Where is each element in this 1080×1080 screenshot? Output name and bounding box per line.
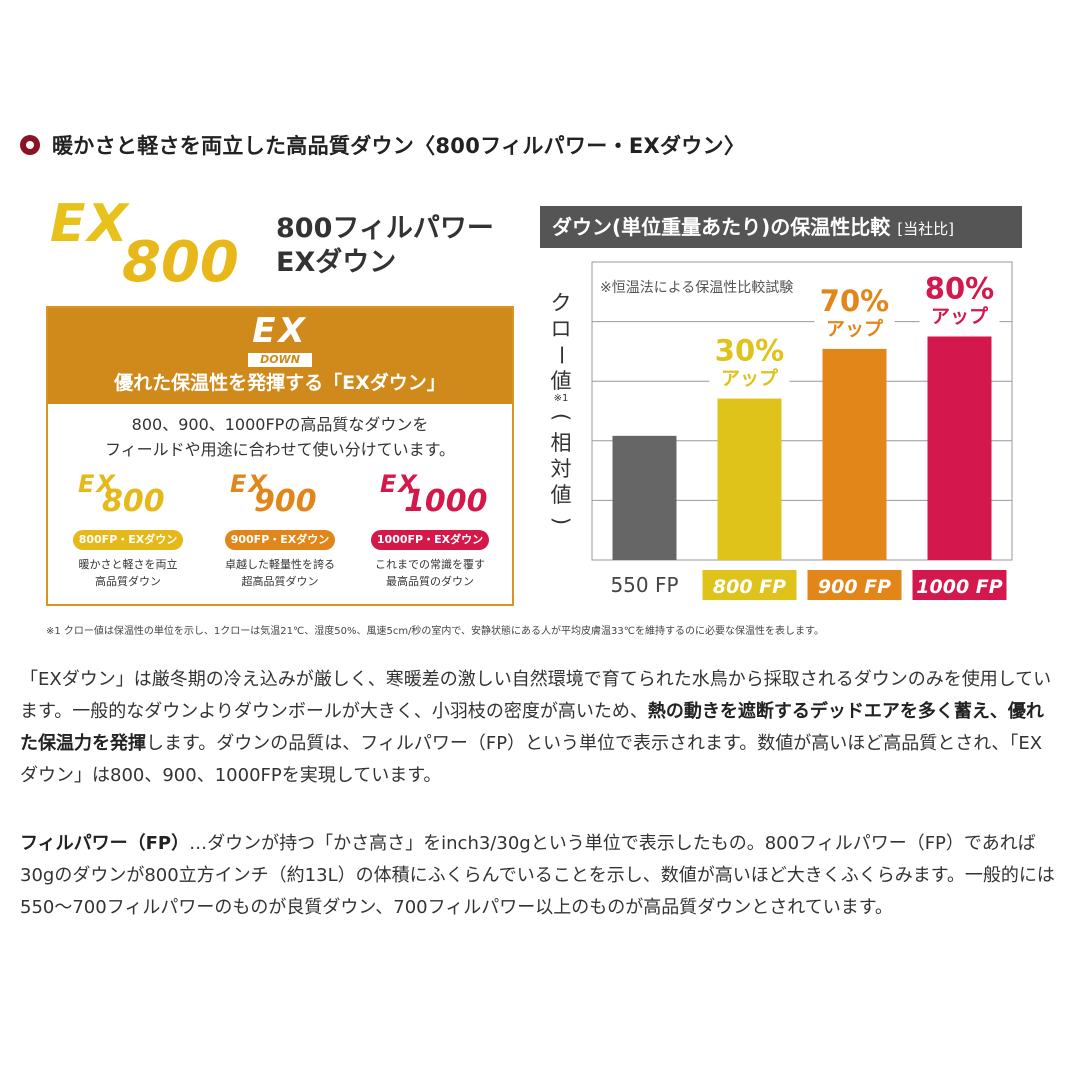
- variant-desc-line1: 卓越した軽量性を誇る: [225, 558, 335, 571]
- para1-text-a: 「EXダウン」は厳冬期の冷え込みが厳しく、寒暖差の激しい自然環境で育てられた水鳥…: [20, 669, 1052, 722]
- infobox-desc-line1: 800、900、1000FPの高品質なダウンを: [131, 415, 429, 434]
- variant-description: 暖かさと軽さを両立 高品質ダウン: [58, 556, 198, 590]
- variant-pill: 900FP・EXダウン: [224, 530, 336, 550]
- ex800-logo: EX 800: [50, 194, 260, 295]
- annotation-bg: [814, 280, 895, 343]
- variant-pill: 800FP・EXダウン: [72, 530, 184, 550]
- variant-logo: EX 900: [210, 470, 350, 520]
- section-title: 暖かさと軽さを両立した高品質ダウン〈800フィルパワー・EXダウン〉: [52, 134, 746, 158]
- variant-desc-line1: 暖かさと軽さを両立: [78, 558, 178, 571]
- variant-logo-ex: EX: [78, 470, 117, 498]
- chart-note: ※恒温法による保温性比較試験: [600, 280, 793, 296]
- chart-subtitle: [当社比]: [897, 220, 954, 238]
- category-label-bg: [702, 570, 797, 600]
- annotation-bg: [709, 330, 790, 393]
- para1-text-b: します。ダウンの品質は、フィルパワー（FP）という単位で表示されます。数値が高い…: [20, 733, 1043, 786]
- infobox-description: 800、900、1000FPの高品質なダウンを フィールドや用途に合わせて使い分…: [48, 412, 512, 462]
- annotation-bg: [919, 268, 1000, 331]
- category-label: 550 FP: [610, 573, 678, 597]
- variant-desc-line2: 超高品質ダウン: [241, 575, 319, 588]
- ex-down-infobox: EX DOWN 優れた保温性を発揮する「EXダウン」 800、900、1000F…: [46, 306, 514, 606]
- chart-title: ダウン(単位重量あたり)の保温性比較: [552, 215, 891, 239]
- category-label: 800 FP: [713, 576, 786, 598]
- variant-pill: 1000FP・EXダウン: [370, 530, 490, 550]
- logo-ex-text: EX: [50, 194, 130, 254]
- ex-down-logo: EX DOWN: [235, 311, 325, 367]
- product-title-line2: EXダウン: [276, 247, 397, 278]
- variant-desc-line2: 最高品質のダウン: [386, 575, 474, 588]
- ex-down-paragraph: 「EXダウン」は厳冬期の冷え込みが厳しく、寒暖差の激しい自然環境で育てられた水鳥…: [20, 664, 1060, 792]
- annotation-up: アップ: [721, 367, 779, 390]
- y-axis-label: クロー値 ※1 (相対値): [547, 290, 575, 534]
- annotation-up: アップ: [931, 305, 989, 328]
- infobox-desc-line2: フィールドや用途に合わせて使い分けています。: [104, 440, 456, 459]
- y-axis-label-relative: (相対値): [549, 412, 573, 526]
- variant-ex800: EX 800 800FP・EXダウン 暖かさと軽さを両立 高品質ダウン: [58, 470, 198, 590]
- variant-logo-num: 1000: [404, 484, 488, 519]
- variant-logo-ex: EX: [380, 470, 419, 498]
- footnote: ※1 クロー値は保温性の単位を示し、1クローは気温21℃、湿度50%、風速5cm…: [46, 626, 824, 637]
- bar-800fp: [717, 398, 782, 560]
- bar-1000fp: [927, 336, 992, 560]
- variant-logo-num: 900: [254, 484, 317, 519]
- para2-bold: フィルパワー（FP）: [20, 833, 190, 854]
- fill-power-paragraph: フィルパワー（FP）…ダウンが持つ「かさ高さ」をinch3/30gという単位で表…: [20, 828, 1060, 924]
- para2-text: …ダウンが持つ「かさ高さ」をinch3/30gという単位で表示したもの。800フ…: [20, 833, 1055, 918]
- category-label-bg: [912, 570, 1007, 600]
- section-heading: 暖かさと軽さを両立した高品質ダウン〈800フィルパワー・EXダウン〉: [20, 128, 745, 162]
- variant-ex1000: EX 1000 1000FP・EXダウン これまでの常識を覆す 最高品質のダウン: [360, 470, 500, 590]
- y-axis-label-footnote-mark: ※1: [553, 393, 569, 404]
- variant-desc-line1: これまでの常識を覆す: [375, 558, 485, 571]
- annotation-percent: 80%: [925, 272, 994, 306]
- annotation-up: アップ: [826, 317, 884, 340]
- bar-550fp: [612, 435, 677, 560]
- logo-number: 800: [122, 230, 239, 295]
- variant-logo: EX 800: [58, 470, 198, 520]
- chart-header: ダウン(単位重量あたり)の保温性比較 [当社比]: [540, 206, 1022, 248]
- ex-down-logo-down: DOWN: [248, 353, 312, 367]
- category-label: 900 FP: [818, 576, 891, 598]
- category-label: 1000 FP: [916, 576, 1002, 598]
- variant-logo-num: 800: [102, 484, 165, 519]
- bar-900fp: [822, 348, 887, 560]
- variant-desc-line2: 高品質ダウン: [95, 575, 161, 588]
- variant-ex900: EX 900 900FP・EXダウン 卓越した軽量性を誇る 超高品質ダウン: [210, 470, 350, 590]
- variant-logo-ex: EX: [230, 470, 269, 498]
- infobox-header: EX DOWN 優れた保温性を発揮する「EXダウン」: [48, 308, 512, 404]
- variant-description: これまでの常識を覆す 最高品質のダウン: [360, 556, 500, 590]
- product-title: 800フィルパワー EXダウン: [276, 212, 494, 280]
- variant-description: 卓越した軽量性を誇る 超高品質ダウン: [210, 556, 350, 590]
- ex-down-logo-ex: EX: [252, 311, 308, 351]
- annotation-percent: 30%: [715, 334, 784, 368]
- variant-logo: EX 1000: [360, 470, 500, 520]
- y-axis-label-main: クロー値: [549, 291, 573, 393]
- bullet-icon: [20, 135, 40, 155]
- infobox-title: 優れた保温性を発揮する「EXダウン」: [114, 372, 446, 394]
- annotation-percent: 70%: [820, 284, 889, 318]
- product-title-line1: 800フィルパワー: [276, 213, 494, 244]
- category-label-bg: [807, 570, 902, 600]
- para1-bold: 熱の動きを遮断するデッドエアを多く蓄え、優れた保温力を発揮: [20, 701, 1044, 754]
